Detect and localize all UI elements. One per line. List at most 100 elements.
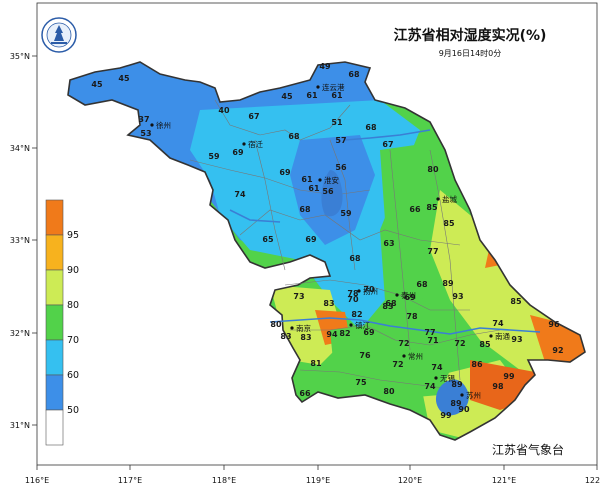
station-value: 37 bbox=[138, 115, 149, 124]
credit-label: 江苏省气象台 bbox=[492, 442, 564, 457]
station-value: 66 bbox=[299, 389, 311, 398]
station-value: 59 bbox=[208, 152, 220, 161]
station-value: 45 bbox=[281, 92, 293, 101]
station-value: 99 bbox=[503, 372, 515, 381]
city-marker: 南通 85 bbox=[479, 331, 510, 349]
station-value: 61 bbox=[301, 175, 313, 184]
city-label: 淮安 bbox=[324, 175, 339, 185]
station-value: 49 bbox=[319, 62, 331, 71]
station-value: 80 bbox=[270, 320, 282, 329]
station-value: 78 bbox=[406, 312, 418, 321]
station-value: 98 bbox=[492, 382, 504, 391]
y-axis: 35°N 34°N 33°N 32°N 31°N bbox=[10, 52, 37, 430]
map-subtitle: 9月16日14时0分 bbox=[439, 48, 502, 58]
x-tick-label: 116°E bbox=[25, 476, 49, 485]
city-marker: 盐城 85 bbox=[426, 194, 457, 212]
city-label: 南通 bbox=[495, 331, 510, 341]
logo-emblem-icon bbox=[54, 25, 64, 41]
station-value: 40 bbox=[218, 106, 230, 115]
station-value: 76 bbox=[359, 351, 371, 360]
rivers bbox=[229, 129, 541, 335]
station-value: 57 bbox=[335, 136, 346, 145]
city-dot bbox=[434, 376, 438, 380]
station-value: 68 bbox=[288, 132, 300, 141]
color-legend: 95 90 80 70 60 50 bbox=[45, 199, 79, 446]
city-dot bbox=[316, 85, 320, 89]
city-dot bbox=[460, 393, 464, 397]
station-value: 56 bbox=[322, 187, 334, 196]
city-marker: 泰州 68 bbox=[385, 290, 416, 308]
station-value: 69 bbox=[404, 293, 416, 302]
city-value: 82 bbox=[339, 329, 350, 338]
city-label: 泰州 bbox=[401, 290, 416, 300]
x-tick-label: 117°E bbox=[118, 476, 142, 485]
city-marker: 宿迁 69 bbox=[232, 139, 263, 157]
station-value: 78 bbox=[347, 289, 359, 298]
y-tick-label: 34°N bbox=[10, 144, 30, 153]
station-value: 68 bbox=[365, 123, 377, 132]
y-tick-label: 35°N bbox=[10, 52, 30, 61]
city-label: 南京 bbox=[296, 323, 311, 333]
legend-swatch bbox=[45, 374, 64, 411]
lakes bbox=[321, 170, 469, 416]
city-dot bbox=[436, 197, 440, 201]
station-value: 96 bbox=[548, 320, 560, 329]
map-title: 江苏省相对湿度实况(%) bbox=[394, 27, 547, 44]
y-tick-label: 31°N bbox=[10, 421, 30, 430]
station-value: 75 bbox=[355, 378, 367, 387]
legend-label: 70 bbox=[67, 335, 79, 346]
city-dot bbox=[395, 293, 399, 297]
legend-swatch bbox=[45, 199, 64, 236]
station-value: 59 bbox=[340, 209, 352, 218]
city-value: 83 bbox=[280, 332, 291, 341]
station-value: 72 bbox=[398, 339, 409, 348]
x-tick-label: 120°E bbox=[398, 476, 422, 485]
station-value: 74 bbox=[234, 190, 246, 199]
city-value: 53 bbox=[140, 129, 151, 138]
x-tick-label: 121°E bbox=[492, 476, 516, 485]
legend-swatch bbox=[45, 339, 64, 376]
station-value: 89 bbox=[442, 279, 454, 288]
city-value: 68 bbox=[385, 299, 397, 308]
station-value: 65 bbox=[262, 235, 274, 244]
legend-label: 50 bbox=[67, 405, 79, 416]
city-label: 徐州 bbox=[156, 120, 171, 130]
city-label: 扬州 bbox=[363, 286, 378, 296]
city-label: 无锡 bbox=[440, 374, 455, 383]
legend-label: 90 bbox=[67, 265, 79, 276]
station-value: 99 bbox=[440, 411, 452, 420]
city-label: 连云港 bbox=[322, 82, 345, 92]
x-tick-label: 119°E bbox=[306, 476, 330, 485]
station-value: 51 bbox=[331, 118, 343, 127]
city-dot bbox=[318, 178, 322, 182]
city-dot bbox=[357, 289, 361, 293]
station-value: 90 bbox=[458, 405, 470, 414]
station-value: 70 bbox=[363, 285, 375, 294]
station-value: 94 bbox=[326, 330, 338, 339]
station-value: 83 bbox=[382, 302, 393, 311]
city-dot bbox=[150, 123, 154, 127]
x-tick-label: 122°E bbox=[585, 476, 600, 485]
station-value: 93 bbox=[511, 335, 522, 344]
station-value: 67 bbox=[382, 140, 393, 149]
city-value: 70 bbox=[347, 295, 359, 304]
legend-swatch bbox=[45, 234, 64, 271]
city-dot bbox=[349, 323, 353, 327]
legend-swatch bbox=[45, 409, 64, 446]
city-dot bbox=[290, 326, 294, 330]
station-value: 63 bbox=[383, 239, 394, 248]
station-value: 86 bbox=[471, 360, 483, 369]
station-value: 82 bbox=[351, 310, 362, 319]
station-value: 72 bbox=[454, 339, 465, 348]
station-value: 68 bbox=[299, 205, 311, 214]
station-value: 74 bbox=[492, 319, 504, 328]
station-value: 69 bbox=[363, 328, 375, 337]
station-value: 68 bbox=[416, 280, 428, 289]
station-value: 56 bbox=[335, 163, 347, 172]
city-label: 宿迁 bbox=[248, 139, 263, 149]
city-marker: 徐州 53 bbox=[140, 120, 171, 138]
